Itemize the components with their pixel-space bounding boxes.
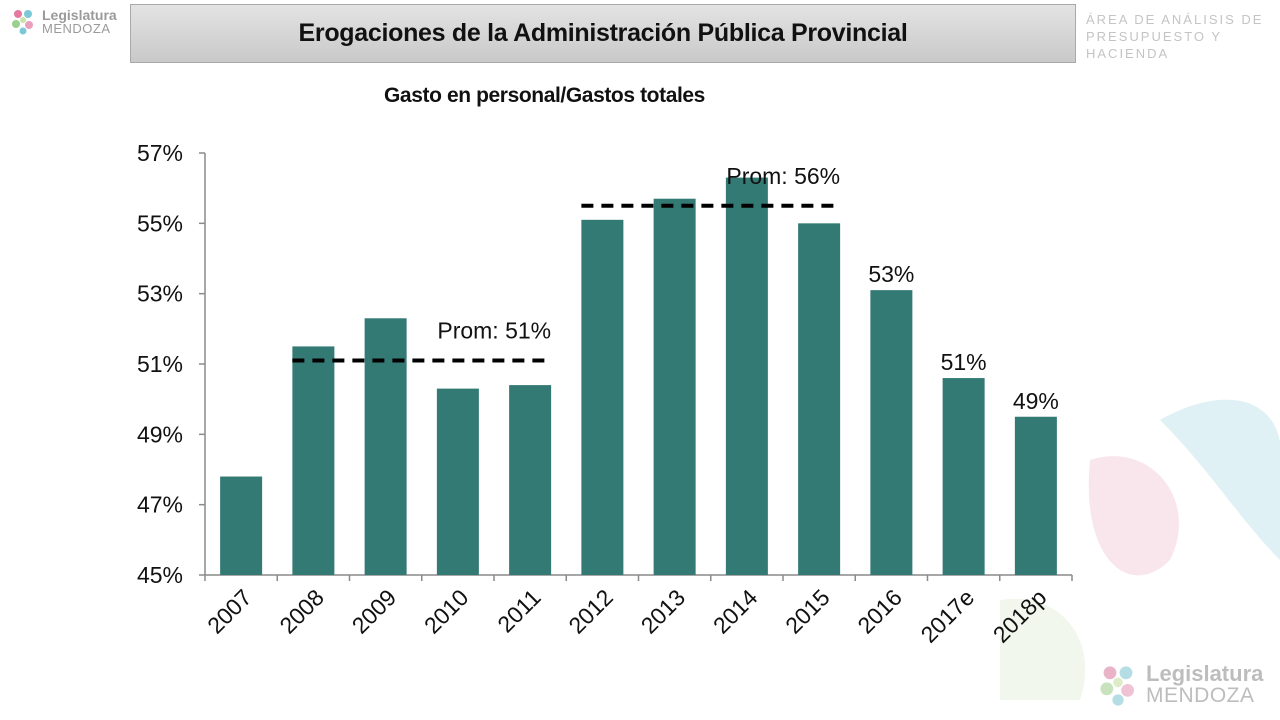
x-tick-label: 2016 — [852, 584, 907, 639]
bar-2015 — [798, 223, 841, 576]
x-tick-label: 2010 — [419, 584, 474, 639]
bar-2017e — [942, 378, 985, 575]
x-tick-label: 2008 — [274, 584, 329, 639]
bar-2010 — [436, 388, 479, 575]
x-tick-label: 2017e — [916, 584, 980, 648]
bar-2018p — [1014, 416, 1057, 575]
y-tick-label: 53% — [137, 281, 183, 307]
y-tick-label: 49% — [137, 421, 183, 447]
x-tick-label: 2015 — [780, 584, 835, 639]
background-decoration — [1000, 399, 1280, 700]
legislatura-logo: Legislatura MENDOZA — [8, 6, 117, 36]
department-label: ÁREA DE ANÁLISIS DE PRESUPUESTO Y HACIEN… — [1086, 11, 1280, 62]
y-tick-label: 51% — [137, 351, 183, 377]
data-label-2018p: 49% — [1013, 388, 1059, 414]
x-tick-label: 2012 — [563, 584, 618, 639]
y-tick-label: 45% — [137, 562, 183, 588]
logo-footer-name: Legislatura — [1146, 660, 1264, 686]
x-tick-label: 2014 — [708, 584, 763, 639]
data-label-2016: 53% — [868, 261, 914, 287]
logo-emblem-icon — [12, 10, 33, 35]
y-tick-label: 55% — [137, 210, 183, 236]
x-tick-label: 2007 — [202, 584, 257, 639]
x-tick-label: 2013 — [636, 584, 691, 639]
logo-sub: MENDOZA — [42, 20, 111, 36]
bar-2014 — [725, 177, 768, 575]
legislatura-logo-footer: Legislatura MENDOZA — [1094, 660, 1263, 708]
bar-2011 — [509, 385, 552, 575]
department-line-2: PRESUPUESTO Y HACIENDA — [1086, 29, 1222, 61]
x-tick-label: 2011 — [492, 584, 545, 637]
logo-name: Legislatura — [42, 6, 117, 23]
average-label-2: Prom: 56% — [726, 163, 840, 189]
logo-footer-sub: MENDOZA — [1146, 683, 1255, 707]
data-label-2017e: 51% — [941, 349, 987, 375]
bar-2012 — [581, 219, 624, 576]
x-tick-label: 2009 — [347, 584, 402, 639]
y-tick-label: 47% — [137, 492, 183, 518]
average-label-1: Prom: 51% — [437, 317, 551, 343]
bar-2007 — [220, 476, 263, 575]
bar-2009 — [364, 318, 407, 575]
chart-title: Gasto en personal/Gastos totales — [384, 84, 705, 107]
department-line-1: ÁREA DE ANÁLISIS DE — [1086, 12, 1264, 27]
logo-emblem-footer-icon — [1100, 666, 1134, 706]
bar-2013 — [653, 198, 696, 575]
header-bar: Erogaciones de la Administración Pública… — [130, 4, 1076, 63]
bar-2016 — [870, 290, 913, 575]
page-title: Erogaciones de la Administración Pública… — [298, 19, 908, 47]
y-tick-label: 57% — [137, 140, 183, 166]
bar-2008 — [292, 346, 335, 575]
